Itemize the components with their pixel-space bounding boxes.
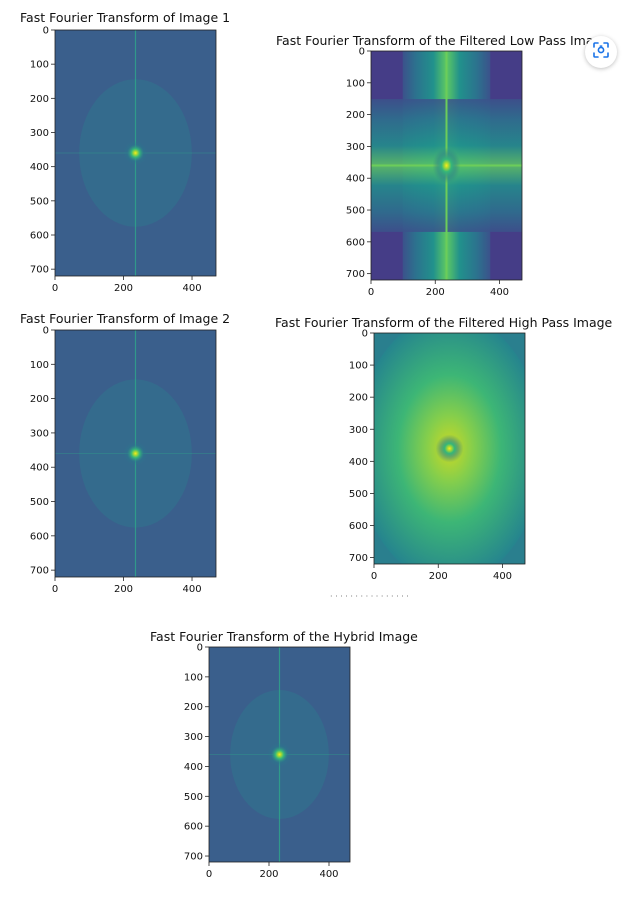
y-tick-label: 500 bbox=[30, 196, 49, 207]
y-tick-label: 700 bbox=[349, 553, 368, 564]
x-tick-label: 200 bbox=[259, 869, 278, 880]
x-tick-label: 200 bbox=[429, 571, 448, 582]
heatmap-image bbox=[209, 647, 350, 862]
y-tick-label: 0 bbox=[197, 643, 203, 654]
panel-fft-lowpass: Fast Fourier Transform of the Filtered L… bbox=[276, 33, 609, 298]
y-tick-label: 400 bbox=[346, 174, 365, 185]
x-tick-label: 400 bbox=[319, 869, 338, 880]
plot-frame bbox=[370, 50, 523, 281]
y-tick-label: 700 bbox=[346, 269, 365, 280]
y-tick-label: 0 bbox=[43, 326, 49, 337]
y-tick-label: 300 bbox=[30, 428, 49, 439]
caption-fragment: · · · · · · · · · · · · · · · · bbox=[330, 592, 409, 601]
y-tick-label: 500 bbox=[349, 489, 368, 500]
y-tick-label: 100 bbox=[349, 361, 368, 372]
spectrum-peak bbox=[432, 147, 461, 184]
y-tick-label: 500 bbox=[346, 206, 365, 217]
chart-title: Fast Fourier Transform of the Hybrid Ima… bbox=[150, 629, 418, 644]
x-tick-label: 0 bbox=[368, 287, 374, 298]
heatmap-image bbox=[371, 51, 522, 280]
y-tick-label: 300 bbox=[30, 128, 49, 139]
y-tick-label: 600 bbox=[184, 822, 203, 833]
chart-title: Fast Fourier Transform of Image 2 bbox=[20, 311, 230, 326]
lens-scan-button[interactable] bbox=[585, 36, 617, 68]
y-tick-label: 200 bbox=[30, 394, 49, 405]
y-tick-label: 200 bbox=[30, 94, 49, 105]
y-tick-label: 600 bbox=[346, 237, 365, 248]
y-tick-label: 600 bbox=[349, 521, 368, 532]
x-tick-label: 400 bbox=[493, 571, 512, 582]
panel-fft-hybrid: Fast Fourier Transform of the Hybrid Ima… bbox=[150, 629, 418, 880]
x-tick-label: 0 bbox=[371, 571, 377, 582]
spectrum-peak bbox=[123, 441, 148, 466]
spectrum-peak bbox=[123, 141, 148, 165]
plot-frame bbox=[373, 332, 526, 565]
plot-frame bbox=[208, 646, 351, 863]
heatmap-image bbox=[55, 330, 216, 577]
x-tick-label: 200 bbox=[114, 584, 133, 595]
y-tick-label: 500 bbox=[184, 792, 203, 803]
x-tick-label: 400 bbox=[490, 287, 509, 298]
y-tick-label: 0 bbox=[359, 47, 365, 58]
y-tick-label: 0 bbox=[43, 26, 49, 37]
y-tick-label: 700 bbox=[30, 566, 49, 577]
y-tick-label: 500 bbox=[30, 497, 49, 508]
y-tick-label: 300 bbox=[184, 732, 203, 743]
y-tick-label: 200 bbox=[349, 393, 368, 404]
y-tick-label: 200 bbox=[346, 110, 365, 121]
panel-fft-image-2: Fast Fourier Transform of Image 2 0 100 20… bbox=[20, 311, 230, 595]
y-tick-label: 0 bbox=[362, 329, 368, 340]
y-tick-label: 400 bbox=[30, 162, 49, 173]
y-tick-label: 400 bbox=[184, 762, 203, 773]
y-tick-label: 600 bbox=[30, 231, 49, 242]
spectrum-peak bbox=[267, 742, 292, 767]
x-tick-label: 0 bbox=[206, 869, 212, 880]
x-tick-label: 200 bbox=[114, 283, 133, 294]
plot-frame bbox=[54, 29, 217, 277]
y-tick-label: 100 bbox=[184, 672, 203, 683]
plot-frame bbox=[54, 329, 217, 578]
x-tick-label: 200 bbox=[426, 287, 445, 298]
y-tick-label: 100 bbox=[30, 360, 49, 371]
x-tick-label: 400 bbox=[182, 584, 201, 595]
y-tick-label: 600 bbox=[30, 531, 49, 542]
x-tick-label: 0 bbox=[52, 283, 58, 294]
chart-title: Fast Fourier Transform of the Filtered L… bbox=[276, 33, 609, 48]
y-tick-label: 200 bbox=[184, 702, 203, 713]
y-tick-label: 400 bbox=[30, 463, 49, 474]
chart-title: Fast Fourier Transform of Image 1 bbox=[20, 10, 230, 25]
heatmap-image bbox=[374, 333, 525, 564]
y-tick-label: 300 bbox=[349, 425, 368, 436]
y-tick-label: 400 bbox=[349, 457, 368, 468]
spectrum-peak bbox=[435, 434, 464, 463]
y-tick-label: 100 bbox=[346, 78, 365, 89]
panel-fft-image-1: Fast Fourier Transform of Image 1 0 100 20… bbox=[20, 10, 230, 294]
y-tick-label: 700 bbox=[30, 265, 49, 276]
heatmap-image bbox=[55, 30, 216, 276]
x-tick-label: 400 bbox=[182, 283, 201, 294]
y-tick-label: 700 bbox=[184, 852, 203, 863]
x-tick-label: 0 bbox=[52, 584, 58, 595]
chart-title: Fast Fourier Transform of the Filtered H… bbox=[275, 315, 613, 330]
lens-scan-icon bbox=[592, 41, 610, 63]
y-tick-label: 100 bbox=[30, 60, 49, 71]
y-tick-label: 300 bbox=[346, 142, 365, 153]
panel-fft-highpass: Fast Fourier Transform of the Filtered H… bbox=[275, 315, 613, 582]
